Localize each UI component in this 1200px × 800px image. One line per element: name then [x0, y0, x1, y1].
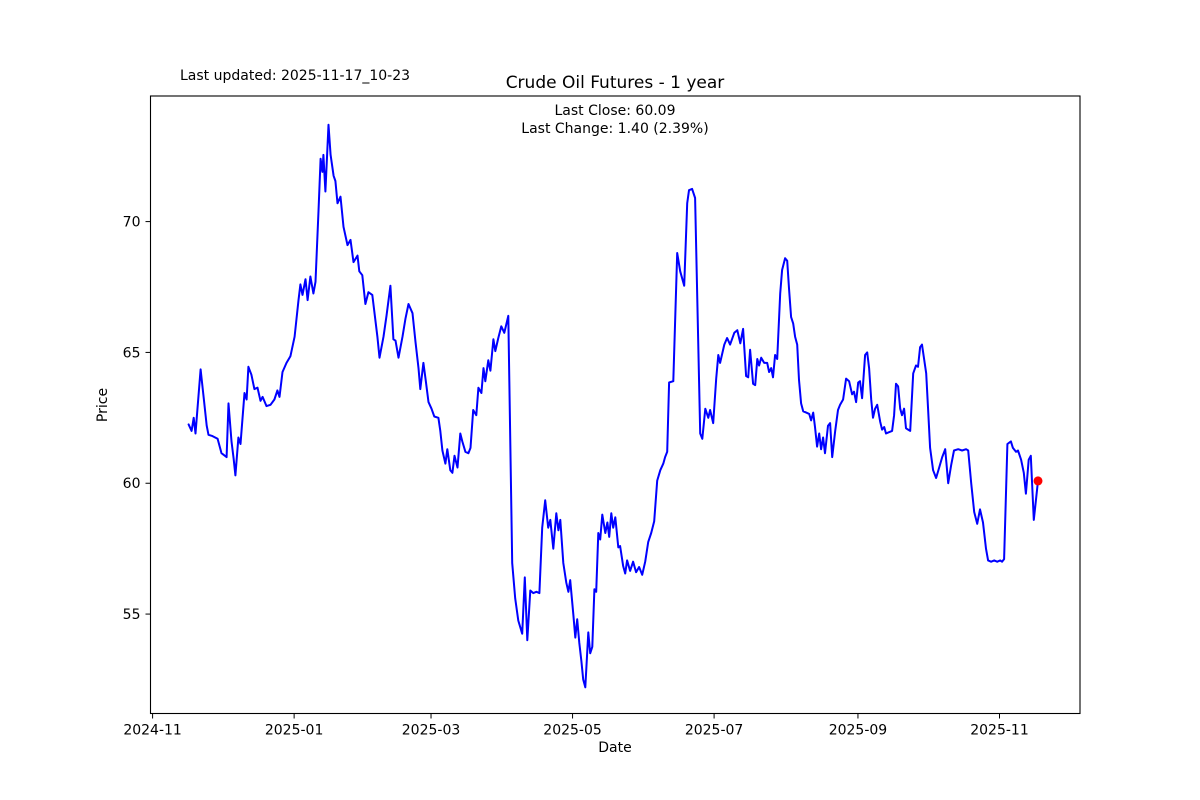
x-axis-label: Date	[598, 740, 631, 756]
y-tick-label: 55	[123, 607, 141, 623]
plot-frame	[149, 95, 1081, 715]
x-tick-label: 2025-05	[543, 723, 602, 739]
y-tick-label: 60	[123, 476, 141, 492]
x-tick-label: 2025-03	[402, 723, 461, 739]
price-line	[187, 123, 1039, 689]
last-close-marker	[1033, 476, 1043, 486]
price-series	[187, 123, 1043, 689]
y-tick-label: 70	[123, 215, 141, 231]
chart-title: Crude Oil Futures - 1 year	[506, 73, 725, 93]
annotation-last-close: Last Close: 60.09	[555, 103, 676, 119]
y-axis-label: Price	[95, 388, 111, 422]
y-axis-ticks: 55 60 65 70	[123, 215, 151, 623]
last-updated-text: Last updated: 2025-11-17_10-23	[180, 68, 410, 84]
x-axis-ticks: 2024-11 2025-01 2025-03 2025-05 2025-07 2025-…	[123, 713, 1029, 739]
x-tick-label: 2024-11	[123, 723, 182, 739]
annotation-last-change: Last Change: 1.40 (2.39%)	[521, 121, 708, 137]
x-tick-label: 2025-11	[970, 723, 1029, 739]
x-tick-label: 2025-01	[265, 723, 324, 739]
x-tick-label: 2025-09	[829, 723, 888, 739]
x-tick-label: 2025-07	[685, 723, 744, 739]
y-tick-label: 65	[123, 345, 141, 361]
